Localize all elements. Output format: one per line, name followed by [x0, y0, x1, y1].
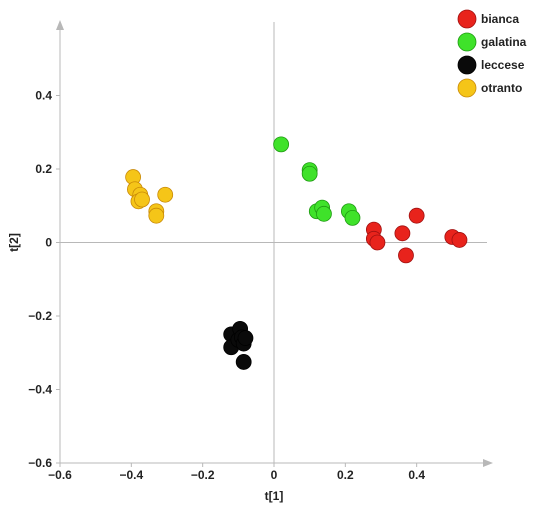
point-otranto [148, 207, 165, 224]
point-leccese [235, 354, 252, 370]
x-axis-title: t[1] [265, 489, 284, 503]
x-tick-label: 0.4 [408, 468, 425, 482]
point-bianca [398, 247, 414, 264]
data-points [125, 136, 468, 370]
point-bianca [369, 234, 386, 251]
legend-marker-otranto [457, 78, 477, 98]
point-otranto [134, 191, 150, 208]
legend: bianca galatina leccese otranto [457, 9, 527, 98]
y-tick-label: −0.2 [28, 309, 52, 323]
legend-item-leccese: leccese [457, 55, 525, 75]
x-tick-label: −0.6 [48, 468, 72, 482]
y-axis-title: t[2] [7, 233, 21, 252]
y-tick-label: 0 [45, 236, 52, 250]
point-leccese [237, 330, 254, 346]
point-bianca [394, 225, 411, 242]
point-galatina [273, 136, 290, 153]
y-tick-label: −0.6 [28, 456, 52, 470]
y-tick-label: 0.4 [35, 89, 52, 103]
legend-label-bianca: bianca [481, 12, 519, 26]
legend-label-galatina: galatina [481, 35, 527, 49]
x-tick-label: −0.2 [191, 468, 215, 482]
point-otranto [157, 186, 174, 203]
y-tick-label: −0.4 [28, 383, 52, 397]
ticks: −0.6 −0.4 −0.2 0 0.2 0.4 −0.6 −0.4 −0.2 0 0.2 0.4 [28, 89, 425, 483]
legend-marker-galatina [457, 32, 477, 52]
point-bianca [451, 232, 468, 248]
point-galatina [301, 165, 318, 182]
x-tick-label: 0.2 [337, 468, 354, 482]
x-tick-label: 0 [271, 468, 278, 482]
x-axis-arrow-icon [483, 459, 493, 467]
legend-item-otranto: otranto [457, 78, 522, 98]
legend-item-galatina: galatina [457, 32, 527, 52]
point-galatina [344, 209, 361, 226]
legend-marker-bianca [457, 9, 477, 29]
legend-label-leccese: leccese [481, 58, 525, 72]
y-tick-label: 0.2 [35, 162, 52, 176]
legend-item-bianca: bianca [457, 9, 519, 29]
legend-label-otranto: otranto [481, 81, 522, 95]
point-bianca [408, 207, 425, 224]
point-galatina [316, 205, 332, 222]
axes [56, 20, 493, 467]
legend-marker-leccese [457, 55, 477, 75]
x-tick-label: −0.4 [119, 468, 143, 482]
y-axis-arrow-icon [56, 20, 64, 30]
